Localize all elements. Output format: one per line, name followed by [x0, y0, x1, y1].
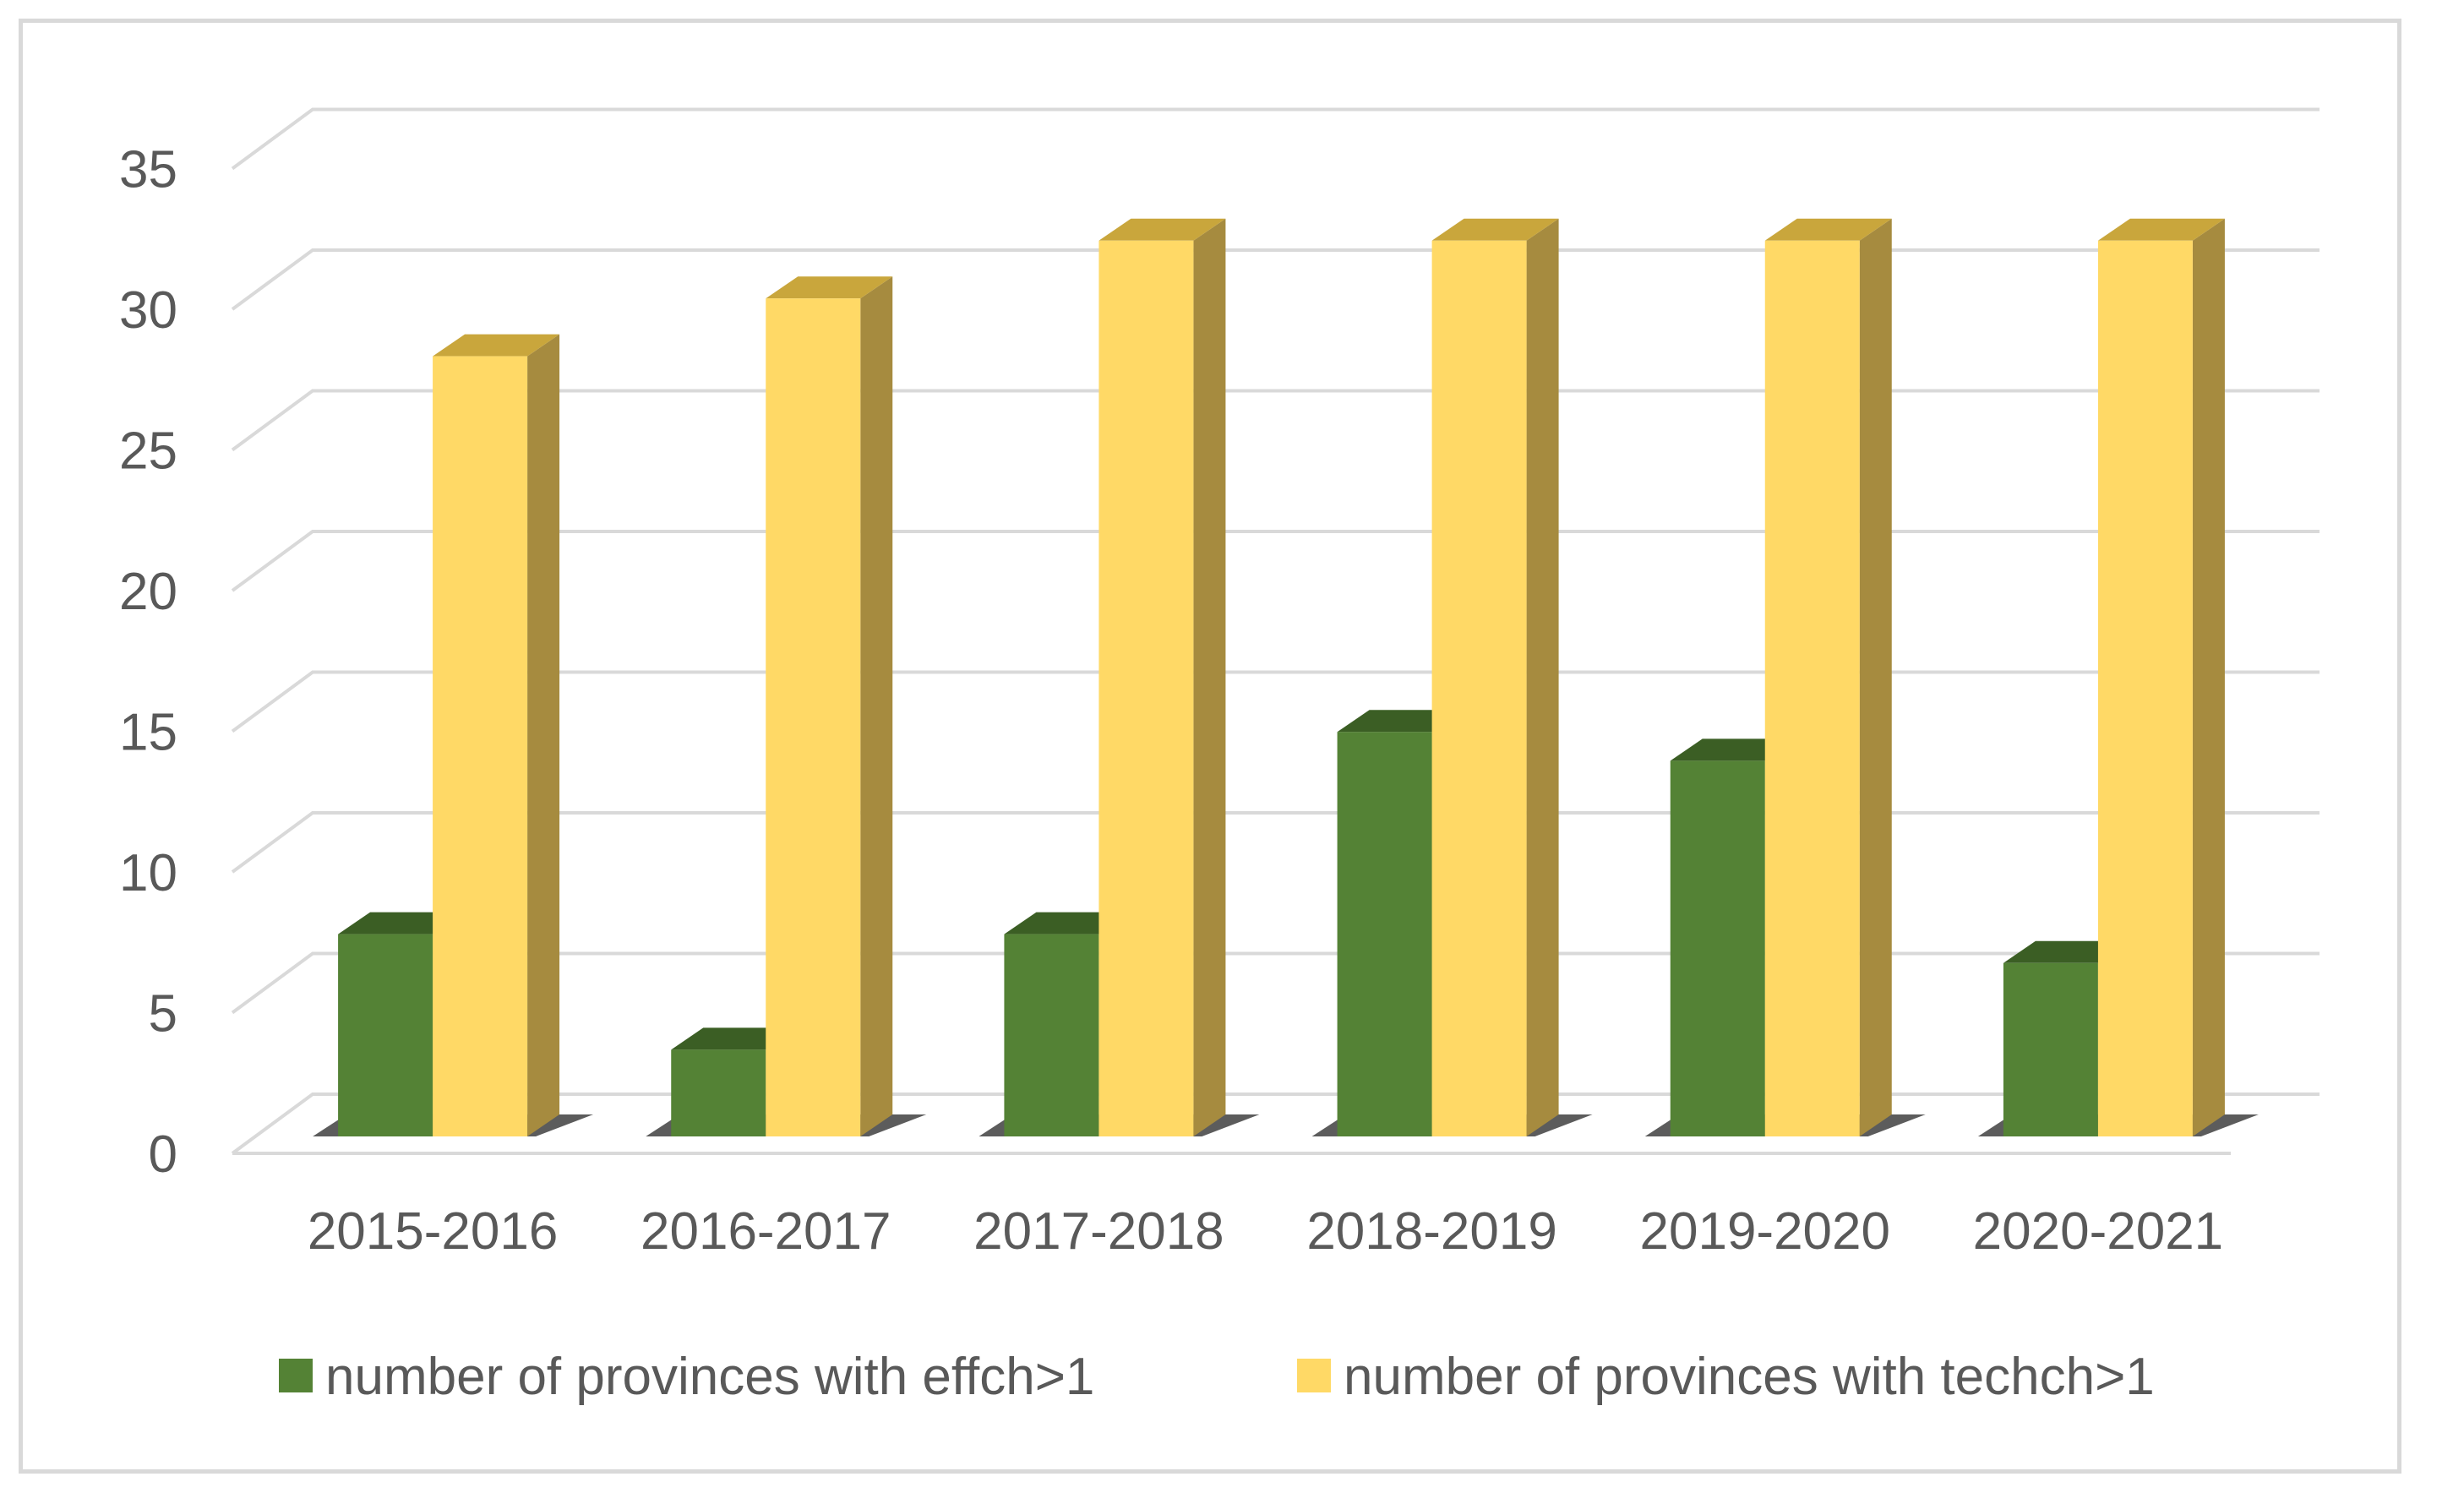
- bar-side-1-1: [860, 276, 893, 1136]
- gridline: [231, 530, 2320, 592]
- bar-side-4-1: [1859, 218, 1892, 1136]
- gridline: [231, 248, 2320, 311]
- x-tick-label: 2019-2020: [1640, 1202, 1891, 1261]
- gridline: [231, 107, 2320, 171]
- y-tick-label: 5: [149, 985, 177, 1043]
- bar-top-3-1: [1431, 218, 1559, 241]
- bar-side-0-1: [527, 334, 560, 1137]
- bar-4-series-1: [1764, 240, 1860, 1136]
- bar-5-series-1: [2097, 240, 2193, 1136]
- bar-2-series-0: [1004, 934, 1099, 1136]
- bar-5-series-0: [2003, 962, 2098, 1136]
- bar-4-series-0: [1670, 760, 1765, 1136]
- bar-3-series-0: [1337, 732, 1432, 1136]
- bar-top-5-1: [2097, 218, 2225, 241]
- y-tick-label: 30: [119, 281, 177, 340]
- bar-side-2-1: [1193, 218, 1226, 1136]
- bar-2-series-1: [1098, 240, 1194, 1136]
- legend: number of provinces with effch>1 number …: [279, 1348, 2155, 1406]
- bars: [338, 218, 2225, 1137]
- bar-top-0-1: [433, 334, 560, 357]
- bar-side-3-1: [1526, 218, 1559, 1136]
- gridlines: [231, 107, 2320, 1155]
- gridline: [231, 670, 2320, 733]
- y-axis-ticks: 0 5 10 15 20 25 30 35: [119, 141, 177, 1185]
- bar-top-2-1: [1098, 218, 1226, 241]
- bar-0-series-0: [338, 934, 433, 1136]
- legend-label-effch: number of provinces with effch>1: [325, 1348, 1094, 1406]
- x-tick-label: 2017-2018: [973, 1202, 1224, 1261]
- y-tick-label: 20: [119, 563, 177, 621]
- legend-label-techch: number of provinces with techch>1: [1344, 1348, 2155, 1406]
- gridline: [231, 951, 2320, 1015]
- x-axis-ticks: 2015-2016 2016-2017 2017-2018 2018-2019 2019…: [308, 1202, 2223, 1261]
- legend-swatch-effch: [279, 1359, 313, 1392]
- y-tick-label: 25: [119, 422, 177, 481]
- bar-top-1-1: [766, 276, 893, 299]
- x-tick-label: 2015-2016: [308, 1202, 559, 1261]
- bar-3-series-1: [1431, 240, 1527, 1136]
- x-tick-label: 2020-2021: [1973, 1202, 2224, 1261]
- y-tick-label: 35: [119, 141, 177, 199]
- x-tick-label: 2016-2017: [641, 1202, 891, 1261]
- legend-swatch-techch: [1297, 1359, 1331, 1392]
- y-tick-label: 10: [119, 844, 177, 902]
- bar-1-series-1: [766, 298, 861, 1136]
- gridline: [231, 389, 2320, 452]
- y-tick-label: 0: [149, 1125, 177, 1184]
- gridline: [231, 1093, 2320, 1155]
- bar-0-series-1: [433, 356, 528, 1137]
- bar-top-4-1: [1764, 218, 1892, 241]
- bar-side-5-1: [2192, 218, 2225, 1136]
- bar-1-series-0: [671, 1049, 766, 1136]
- x-tick-label: 2018-2019: [1306, 1202, 1557, 1261]
- y-tick-label: 15: [119, 704, 177, 762]
- gridline: [231, 811, 2320, 874]
